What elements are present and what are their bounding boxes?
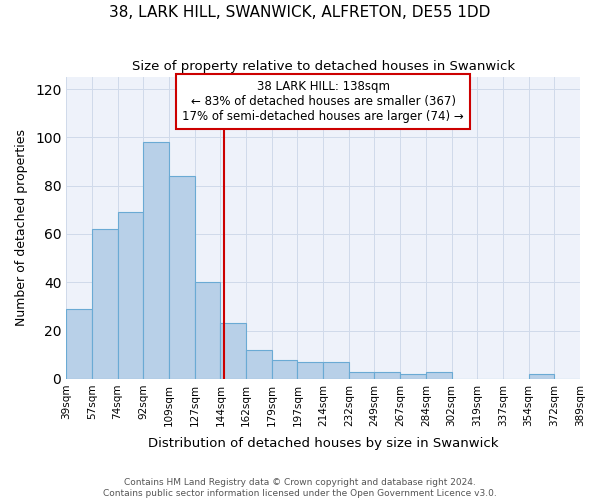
- Bar: [66, 309, 92, 379]
- X-axis label: Distribution of detached houses by size in Swanwick: Distribution of detached houses by size …: [148, 437, 499, 450]
- Bar: [298, 362, 323, 379]
- Text: 38, LARK HILL, SWANWICK, ALFRETON, DE55 1DD: 38, LARK HILL, SWANWICK, ALFRETON, DE55 …: [109, 5, 491, 20]
- Bar: [323, 362, 349, 379]
- Bar: [272, 360, 298, 379]
- Bar: [374, 372, 400, 379]
- Bar: [529, 374, 554, 379]
- Bar: [220, 324, 246, 379]
- Bar: [349, 372, 374, 379]
- Bar: [169, 176, 194, 379]
- Title: Size of property relative to detached houses in Swanwick: Size of property relative to detached ho…: [131, 60, 515, 73]
- Y-axis label: Number of detached properties: Number of detached properties: [15, 130, 28, 326]
- Bar: [194, 282, 220, 379]
- Bar: [143, 142, 169, 379]
- Text: Contains HM Land Registry data © Crown copyright and database right 2024.
Contai: Contains HM Land Registry data © Crown c…: [103, 478, 497, 498]
- Bar: [246, 350, 272, 379]
- Bar: [118, 212, 143, 379]
- Bar: [426, 372, 452, 379]
- Bar: [400, 374, 426, 379]
- Text: 38 LARK HILL: 138sqm
← 83% of detached houses are smaller (367)
17% of semi-deta: 38 LARK HILL: 138sqm ← 83% of detached h…: [182, 80, 464, 123]
- Bar: [92, 229, 118, 379]
